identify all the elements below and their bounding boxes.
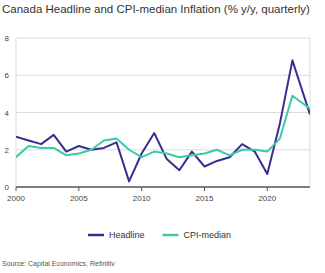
series-line [16,96,310,157]
legend-label: CPI-median [184,230,232,240]
y-tick-label: 8 [5,34,10,43]
y-tick-label: 4 [5,109,10,118]
title: Canada Headline and CPI-median Inflation… [2,3,310,15]
chart: Canada Headline and CPI-median Inflation… [0,0,325,273]
x-tick-label: 2010 [133,194,151,203]
grid-line [16,112,310,113]
y-tick-label: 0 [5,183,10,192]
grid-line [16,187,310,188]
series-line [16,60,310,181]
x-tick-label: 2015 [196,194,214,203]
axis-left [16,38,17,187]
x-tick [16,187,17,191]
plot-area [16,60,310,181]
x-tick [204,187,205,191]
grid-line [16,75,310,76]
x-tick-label: 2020 [258,194,276,203]
x-tick [267,187,268,191]
legend-swatch [88,234,104,237]
x-tick-label: 2000 [7,194,25,203]
x-tick [141,187,142,191]
source: Source: Capital Economics, Refinitiv [2,260,115,268]
y-tick-label: 6 [5,71,10,80]
legend-swatch [163,234,179,237]
x-axis [16,187,310,188]
x-tick [78,187,79,191]
grid-line [16,38,310,39]
x-tick-label: 2005 [70,194,88,203]
legend-label: Headline [109,230,145,240]
y-tick-label: 2 [5,146,10,155]
